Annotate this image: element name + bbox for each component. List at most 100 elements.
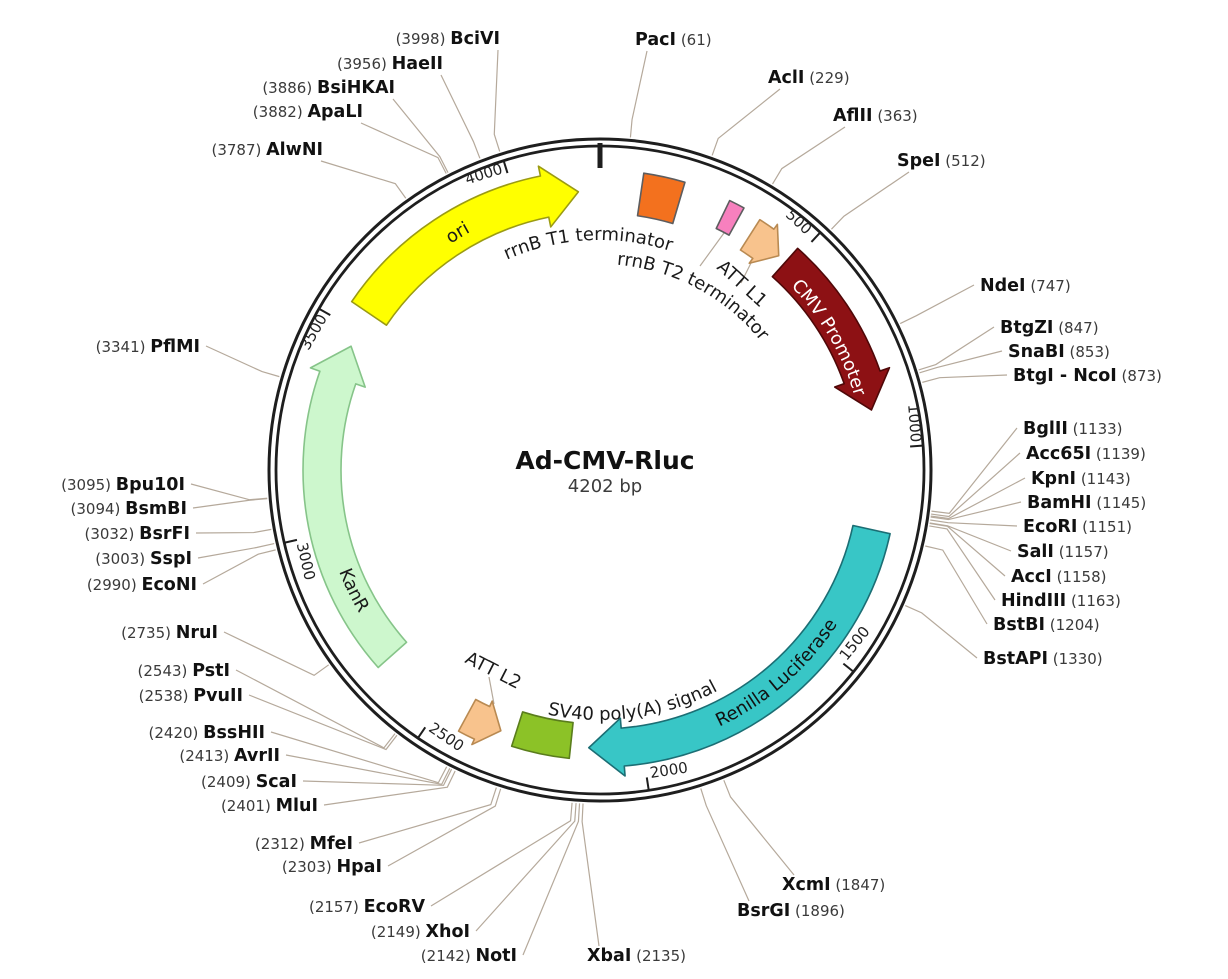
enzyme-leader-acci [929, 522, 1006, 577]
enzyme-leader-econi [202, 549, 276, 585]
enzyme-label-pvuii: (2538) PvuII [139, 686, 243, 706]
feature-renilla-luciferase [587, 524, 891, 777]
enzyme-label-xhoi: (2149) XhoI [371, 922, 470, 942]
enzyme-leader-bsshii [270, 731, 448, 784]
enzyme-leader-pflmi [205, 345, 280, 378]
enzyme-label-btgi-ncoi: BtgI - NcoI (873) [1013, 366, 1162, 386]
scale-tick-label: 3500 [296, 311, 331, 353]
feature-leader-line [699, 232, 725, 267]
enzyme-label-snabi: SnaBI (853) [1008, 342, 1110, 362]
enzyme-label-alwni: (3787) AlwNI [211, 140, 323, 160]
enzyme-label-pflmi: (3341) PflMI [96, 337, 200, 357]
enzyme-leader-apali [360, 122, 447, 174]
feature-kanr [302, 345, 408, 669]
enzyme-leader-bsmbi [192, 498, 268, 509]
plasmid-title: Ad-CMV-Rluc [515, 446, 694, 475]
enzyme-leader-scai [302, 768, 453, 786]
backbone-outer-circle [267, 137, 933, 803]
feature-cmv-promoter [771, 247, 891, 411]
feature-ori [350, 165, 580, 326]
scale-tick [502, 159, 509, 174]
enzyme-leader-aflii [772, 126, 846, 185]
enzyme-leader-ecori [930, 519, 1018, 527]
enzyme-leader-btgi-ncoi [922, 374, 1008, 383]
enzyme-leader-xcmi [723, 779, 795, 876]
scale-tick [645, 777, 650, 792]
scale-tick [416, 726, 427, 740]
enzyme-leader-avrii [285, 754, 451, 786]
enzyme-leader-snabi [919, 350, 1003, 374]
feature-att-l1 [739, 218, 780, 265]
enzyme-leader-nrui [223, 631, 330, 677]
enzyme-leader-pvuii [248, 694, 398, 751]
enzyme-label-mlui: (2401) MluI [221, 796, 318, 816]
enzyme-label-bamhi: BamHI (1145) [1027, 493, 1146, 513]
feature-att-l2 [457, 698, 502, 746]
scale-tick [910, 444, 925, 448]
enzyme-leader-sspi [197, 542, 275, 559]
scale-tick-label: 1000 [904, 403, 925, 442]
enzyme-label-acci: AccI (1158) [1011, 567, 1106, 587]
feature-leader-line [740, 260, 753, 284]
enzyme-leader-mlui [323, 770, 456, 806]
enzyme-leader-ecorv [430, 802, 573, 907]
enzyme-label-psti: (2543) PstI [138, 661, 230, 681]
enzyme-label-bsrgi: BsrGI (1896) [737, 901, 845, 921]
enzyme-leader-acc65i [931, 452, 1021, 518]
enzyme-leader-bsrgi [700, 788, 750, 902]
feature-rrnb-t2-terminator [715, 199, 745, 236]
enzyme-label-spei: SpeI (512) [897, 151, 986, 171]
scale-tick-label: 2500 [426, 719, 468, 755]
enzyme-label-nrui: (2735) NruI [121, 623, 218, 643]
enzyme-label-bsmbi: (3094) BsmBI [71, 499, 188, 519]
enzyme-leader-bstbi [925, 545, 988, 625]
scale-tick [842, 662, 855, 674]
enzyme-label-bsshii: (2420) BssHII [149, 723, 266, 743]
scale-tick [317, 307, 331, 317]
enzyme-label-xcmi: XcmI (1847) [782, 875, 885, 895]
feature-sv40-poly-a-signal [510, 711, 574, 760]
enzyme-leader-bamhi [930, 501, 1022, 521]
enzyme-label-sspi: (3003) SspI [95, 549, 192, 569]
enzyme-leader-spei [831, 171, 910, 230]
enzyme-leader-noti [522, 803, 581, 956]
enzyme-label-ecori: EcoRI (1151) [1023, 517, 1132, 537]
enzyme-leader-hindiii [929, 525, 996, 601]
enzyme-label-acli: AclI (229) [768, 68, 850, 88]
enzyme-label-acc65i: Acc65I (1139) [1026, 444, 1146, 464]
feature-leader-line [488, 676, 495, 705]
enzyme-leader-btgzi [918, 326, 995, 371]
enzyme-label-hindiii: HindIII (1163) [1001, 591, 1121, 611]
enzyme-label-ecorv: (2157) EcoRV [309, 897, 425, 917]
enzyme-label-mfei: (2312) MfeI [255, 834, 353, 854]
enzyme-leader-haeii [440, 74, 481, 159]
enzyme-label-econi: (2990) EcoNI [87, 575, 197, 595]
enzyme-leader-bsrfi [195, 528, 272, 534]
enzyme-label-bsrfi: (3032) BsrFI [84, 524, 190, 544]
enzyme-label-bsihkai: (3886) BsiHKAI [262, 78, 395, 98]
enzyme-label-ndei: NdeI (747) [980, 276, 1071, 296]
enzyme-label-xbai: XbaI (2135) [587, 946, 686, 966]
enzyme-label-bstapi: BstAPI (1330) [983, 649, 1103, 669]
enzyme-leader-bglii [931, 427, 1018, 514]
enzyme-label-aflii: AflII (363) [833, 106, 918, 126]
enzyme-labels: (3998) BciVI (3956) HaeII (3886) BsiHKAI (3… [61, 29, 1162, 966]
enzyme-leader-xhoi [475, 803, 577, 932]
enzyme-leader-bcivi [493, 49, 501, 152]
enzyme-leader-kpni [930, 477, 1026, 520]
enzyme-leader-ndei [899, 284, 975, 325]
enzyme-leader-bpu10i [190, 483, 268, 501]
enzyme-leader-psti [235, 669, 396, 749]
scale-tick-label: 500 [782, 206, 815, 239]
enzyme-leader-bsihkai [392, 98, 449, 173]
scale-tick-label: 2000 [649, 758, 689, 782]
enzyme-label-sali: SalI (1157) [1017, 542, 1109, 562]
enzyme-leader-bstapi [905, 605, 978, 659]
scale-tick [810, 231, 822, 243]
scale-tick-label: 4000 [463, 160, 505, 189]
enzyme-label-scai: (2409) ScaI [201, 772, 297, 792]
scale-tick [283, 538, 298, 544]
enzyme-leader-acli [711, 88, 781, 156]
enzyme-leader-xbai [581, 803, 600, 947]
